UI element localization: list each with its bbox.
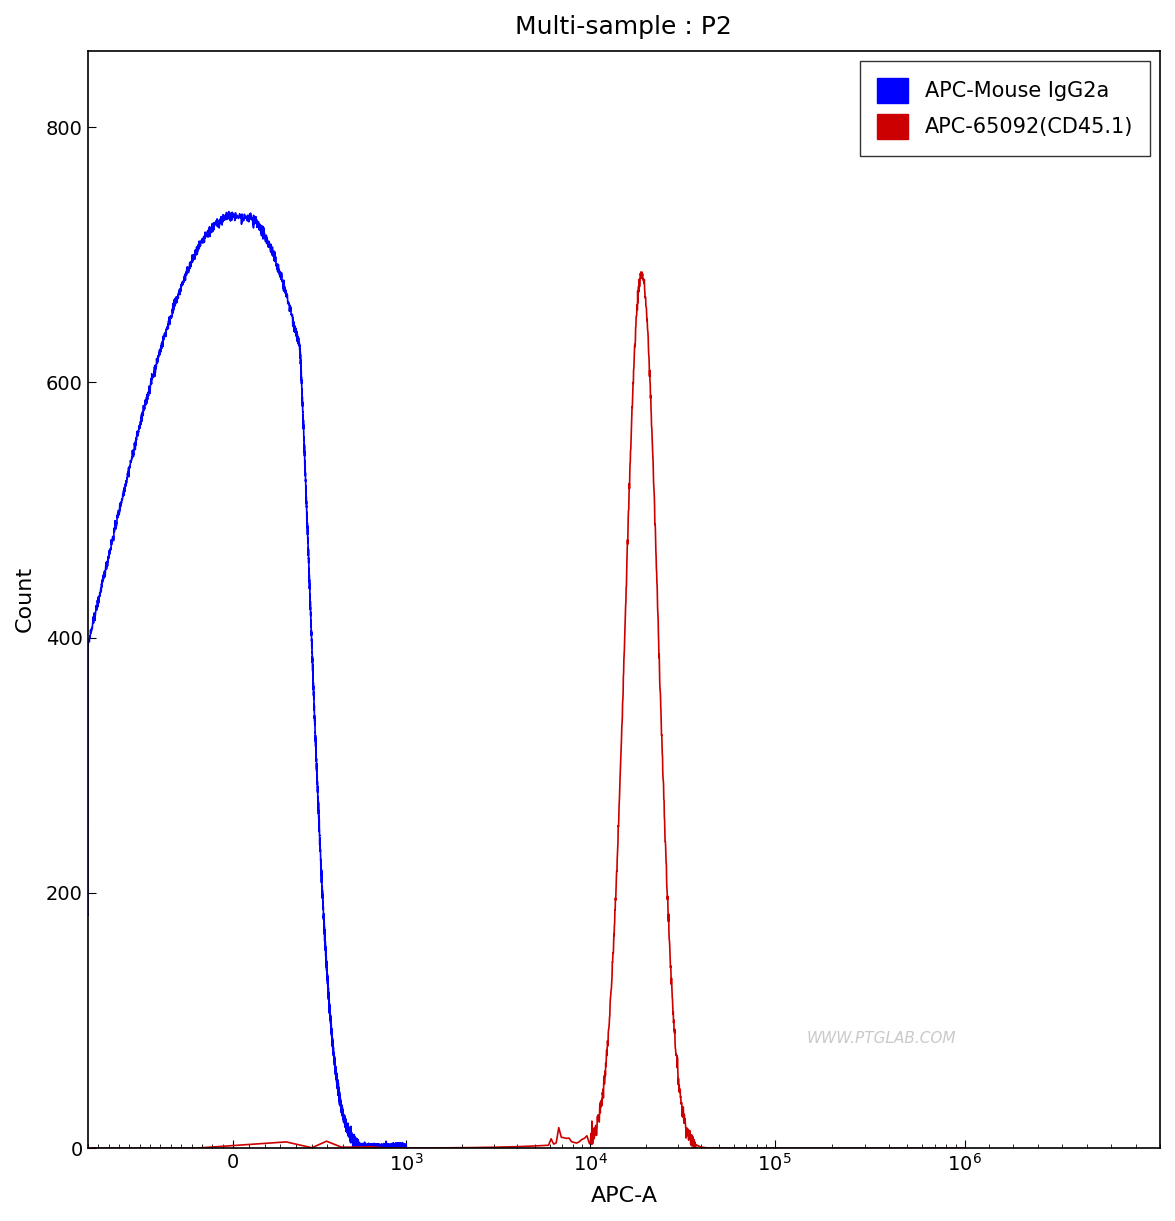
- Y-axis label: Count: Count: [15, 567, 35, 632]
- Legend: APC-Mouse IgG2a, APC-65092(CD45.1): APC-Mouse IgG2a, APC-65092(CD45.1): [860, 61, 1149, 155]
- Title: Multi-sample : P2: Multi-sample : P2: [516, 15, 732, 39]
- X-axis label: APC-A: APC-A: [590, 1186, 658, 1206]
- Text: WWW.PTGLAB.COM: WWW.PTGLAB.COM: [806, 1031, 956, 1046]
